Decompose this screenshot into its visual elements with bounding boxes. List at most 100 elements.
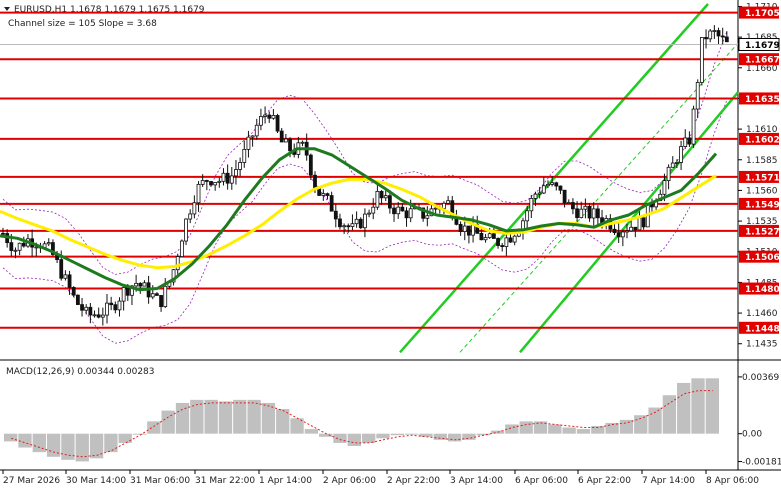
- time-tick-label: 6 Apr 06:00: [515, 476, 568, 486]
- macd-bar: [304, 429, 319, 434]
- candle-body: [21, 242, 26, 247]
- macd-bar: [333, 433, 347, 443]
- candle-body: [113, 304, 118, 311]
- macd-bar: [18, 433, 32, 448]
- candle-body: [546, 183, 550, 187]
- candle-body: [404, 210, 409, 219]
- candle-body: [433, 207, 438, 210]
- price-tick-label: 1.1610: [746, 125, 778, 135]
- channel-mid-line: [459, 42, 739, 353]
- candle-body: [67, 274, 72, 288]
- candle-body: [96, 314, 101, 318]
- level-label: 1.1480: [745, 285, 780, 295]
- candle-body: [724, 36, 729, 43]
- candle-body: [138, 282, 143, 287]
- candle-body: [250, 135, 255, 138]
- candle-body: [512, 235, 517, 243]
- macd-bar: [562, 427, 576, 434]
- candle-body: [46, 242, 51, 245]
- candle-body: [550, 182, 555, 185]
- channel-upper-line: [399, 3, 709, 354]
- level-label-bg: [739, 53, 779, 66]
- candle-body: [587, 205, 592, 219]
- time-tick-label: 31 Mar 22:00: [195, 476, 255, 486]
- level-label: 1.1635: [745, 95, 780, 105]
- channel-lower-line: [519, 91, 739, 354]
- candle-body: [17, 242, 22, 251]
- candle-body: [425, 215, 430, 219]
- candle-body: [125, 287, 130, 296]
- candle-body: [34, 246, 39, 249]
- macd-bar: [61, 433, 75, 460]
- candle-body: [491, 233, 496, 239]
- level-label-bg: [739, 250, 779, 263]
- candle-body: [383, 195, 388, 199]
- candle-body: [541, 185, 546, 194]
- candle-body: [75, 294, 80, 305]
- candle-body: [612, 228, 617, 234]
- macd-bar: [75, 433, 89, 462]
- candle-body: [483, 237, 488, 241]
- candle-body: [142, 282, 147, 287]
- macd-bar: [190, 399, 204, 434]
- candle-body: [400, 206, 405, 212]
- candle-body: [616, 232, 621, 238]
- candle-body: [363, 213, 367, 229]
- candle-body: [358, 218, 363, 229]
- candle-body: [712, 30, 717, 32]
- level-label-bg: [739, 132, 779, 145]
- candle-body: [88, 306, 93, 316]
- candle-body: [117, 300, 122, 311]
- time-tick-label: 8 Apr 06:00: [706, 476, 759, 486]
- candle-body: [687, 137, 692, 145]
- candle-body: [346, 225, 351, 228]
- level-label-bg: [739, 282, 779, 295]
- level-label: 1.1549: [745, 200, 780, 210]
- candle-body: [109, 302, 114, 306]
- candle-body: [579, 208, 584, 218]
- level-label: 1.1705: [745, 9, 780, 19]
- macd-bar: [218, 401, 233, 434]
- macd-bar: [533, 421, 548, 434]
- candle-body: [354, 218, 359, 225]
- macd-bar: [605, 422, 619, 434]
- macd-bar: [132, 433, 147, 435]
- time-tick-label: 7 Apr 14:00: [642, 476, 695, 486]
- candle-body: [675, 162, 679, 164]
- candle-body: [704, 37, 708, 40]
- upper-band: [2, 31, 728, 275]
- macd-bar: [247, 399, 261, 434]
- candle-body: [171, 269, 176, 283]
- macd-label: MACD(12,26,9) 0.00344 0.00283: [6, 367, 155, 377]
- macd-tick-label: 0.00369: [742, 373, 779, 383]
- candle-body: [662, 180, 667, 195]
- candle-body: [396, 206, 401, 215]
- macd-bar: [89, 433, 104, 459]
- candle-body: [558, 185, 563, 191]
- macd-bar: [376, 433, 390, 439]
- candle-body: [71, 287, 76, 296]
- candle-body: [716, 30, 721, 37]
- candle-body: [375, 190, 380, 208]
- candle-body: [629, 226, 634, 232]
- macd-bar: [319, 433, 333, 437]
- candle-body: [159, 295, 163, 308]
- level-label: 1.1602: [745, 135, 780, 145]
- price-tick-label: 1.1460: [746, 309, 778, 319]
- candle-body: [699, 37, 704, 83]
- level-label: 1.1667: [745, 56, 780, 66]
- candle-body: [267, 114, 272, 119]
- collapse-triangle-icon[interactable]: [4, 7, 10, 11]
- macd-bar: [490, 430, 505, 434]
- price-tick-label: 1.1535: [746, 217, 778, 227]
- level-label-bg: [739, 321, 779, 334]
- candle-body: [504, 237, 509, 247]
- candle-body: [150, 293, 155, 298]
- macd-bar: [276, 409, 290, 434]
- level-label: 1.1506: [745, 253, 780, 263]
- candle-body: [279, 130, 284, 143]
- candle-body: [263, 114, 267, 117]
- candle-body: [670, 162, 675, 168]
- candle-body: [105, 302, 109, 316]
